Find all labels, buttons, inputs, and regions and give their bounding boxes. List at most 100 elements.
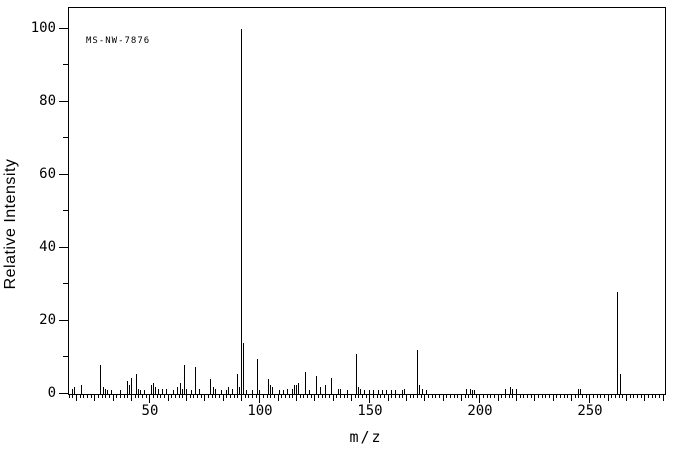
x-minor-tick <box>604 394 606 398</box>
x-minor-tick <box>116 394 118 398</box>
x-minor-tick <box>72 394 74 398</box>
peak-m51 <box>153 383 155 394</box>
peak-m99 <box>258 390 260 394</box>
x-minor-tick <box>321 394 323 398</box>
x-minor-tick <box>413 394 415 398</box>
x-minor-tick <box>560 394 562 398</box>
peak-m93 <box>245 390 247 394</box>
peak-m105 <box>271 386 273 394</box>
peak-m171 <box>417 350 419 394</box>
x-minor-tick <box>593 394 595 398</box>
x-minor-tick <box>622 394 624 398</box>
peak-m47 <box>144 390 146 394</box>
x-minor-tick <box>156 394 158 398</box>
x-minor-tick <box>420 394 422 398</box>
x-minor-tick <box>615 394 617 398</box>
x-minor-tick <box>318 394 320 398</box>
x-minor-tick <box>98 394 100 398</box>
peak-m77 <box>210 379 212 394</box>
x-minor-tick <box>567 394 569 398</box>
x-minor-tick <box>354 394 356 398</box>
x-minor-tick <box>486 394 488 398</box>
y-major-tick <box>59 100 68 102</box>
x-minor-tick <box>596 394 598 398</box>
x-minor-tick <box>87 394 89 398</box>
x-minor-tick <box>343 394 345 398</box>
peak-m87 <box>232 388 234 394</box>
x-major-tick <box>369 394 371 403</box>
x-medium-tick <box>442 394 444 401</box>
x-minor-tick <box>120 394 122 398</box>
x-minor-tick <box>380 394 382 398</box>
x-minor-tick <box>288 394 290 398</box>
x-minor-tick <box>468 394 470 398</box>
x-minor-tick <box>215 394 217 398</box>
peak-m68 <box>190 390 192 394</box>
peak-m132 <box>331 377 333 394</box>
x-tick-label: 150 <box>357 403 383 419</box>
x-minor-tick <box>508 394 510 398</box>
x-medium-tick <box>314 394 316 401</box>
peak-m173 <box>421 388 423 394</box>
peak-m139 <box>346 390 348 394</box>
x-minor-tick <box>255 394 257 398</box>
peak-m90 <box>238 386 240 394</box>
x-minor-tick <box>659 394 661 398</box>
x-minor-tick <box>611 394 613 398</box>
x-minor-tick <box>230 394 232 398</box>
peak-m92 <box>243 342 245 394</box>
x-minor-tick <box>197 394 199 398</box>
y-tick-label: 40 <box>39 239 56 256</box>
x-medium-tick <box>571 394 573 401</box>
peak-m143 <box>355 353 357 394</box>
peak-m195 <box>469 388 471 394</box>
x-minor-tick <box>585 394 587 398</box>
x-minor-tick <box>219 394 221 398</box>
x-tick-label: 250 <box>577 403 603 419</box>
peak-m193 <box>465 388 467 394</box>
peak-m108 <box>278 390 280 394</box>
x-minor-tick <box>336 394 338 398</box>
peak-m136 <box>340 388 342 394</box>
peak-m245 <box>579 388 581 394</box>
peak-m65 <box>183 364 185 394</box>
x-tick-label: 100 <box>247 403 273 419</box>
x-minor-tick <box>523 394 525 398</box>
x-medium-tick <box>332 394 334 401</box>
peak-m151 <box>373 390 375 394</box>
x-minor-tick <box>464 394 466 398</box>
peak-m66 <box>186 388 188 394</box>
x-minor-tick <box>142 394 144 398</box>
x-minor-tick <box>640 394 642 398</box>
peak-m129 <box>324 384 326 394</box>
y-major-tick <box>59 319 68 321</box>
x-minor-tick <box>549 394 551 398</box>
peak-m135 <box>337 388 339 394</box>
x-minor-tick <box>582 394 584 398</box>
x-minor-tick <box>160 394 162 398</box>
peak-m18 <box>80 384 82 394</box>
x-minor-tick <box>505 394 507 398</box>
peak-m147 <box>364 390 366 394</box>
peak-m63 <box>179 383 181 394</box>
y-major-tick <box>59 173 68 175</box>
x-minor-tick <box>450 394 452 398</box>
y-minor-tick <box>63 283 68 285</box>
peak-m53 <box>157 388 159 394</box>
x-minor-tick <box>578 394 580 398</box>
peak-m214 <box>511 388 513 394</box>
peak-m62 <box>177 386 179 394</box>
x-minor-tick <box>175 394 177 398</box>
x-medium-tick <box>662 394 664 401</box>
x-major-tick <box>259 394 261 403</box>
x-minor-tick <box>274 394 276 398</box>
peak-m104 <box>269 384 271 394</box>
x-minor-tick <box>501 394 503 398</box>
x-minor-tick <box>574 394 576 398</box>
x-minor-tick <box>475 394 477 398</box>
x-minor-tick <box>600 394 602 398</box>
x-minor-tick <box>200 394 202 398</box>
peak-m196 <box>472 390 474 394</box>
x-minor-tick <box>101 394 103 398</box>
peak-m161 <box>395 390 397 394</box>
